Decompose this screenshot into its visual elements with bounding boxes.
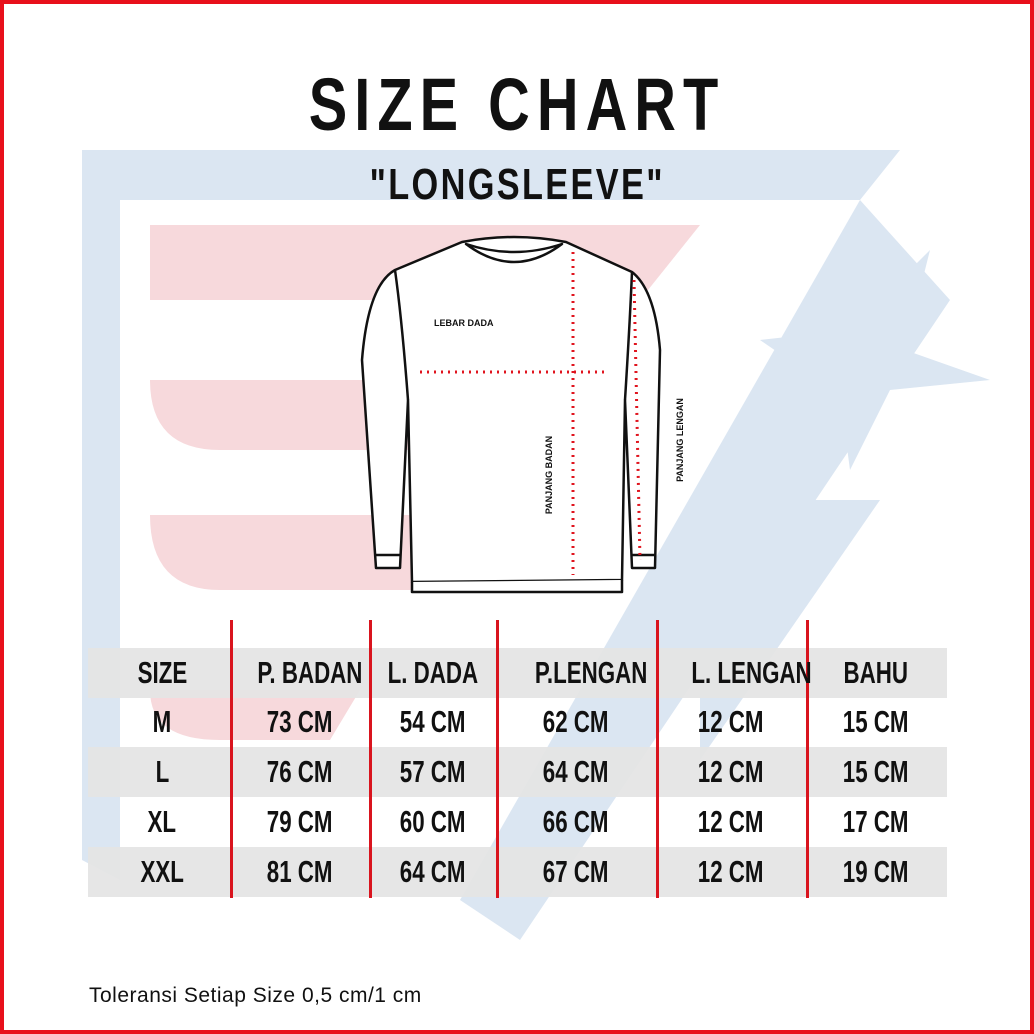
cell-text: 19 CM [843, 854, 909, 889]
column-header: SIZE [99, 654, 225, 692]
table-cell: 19 CM [813, 853, 939, 891]
cell-text: L [155, 754, 169, 789]
table-cell: 12 CM [668, 803, 794, 841]
column-divider [656, 620, 659, 898]
cell-text: 15 CM [843, 754, 909, 789]
cell-text: P.LENGAN [534, 655, 648, 690]
column-header: BAHU [813, 654, 939, 692]
column-header: P.LENGAN [513, 654, 647, 692]
cell-text: M [152, 704, 172, 739]
table-cell: 66 CM [513, 803, 639, 841]
column-header: P. BADAN [237, 654, 363, 692]
cell-text: XXL [140, 854, 184, 889]
column-divider [496, 620, 499, 898]
table-cell: 81 CM [237, 853, 363, 891]
table-cell: 79 CM [237, 803, 363, 841]
cell-text: 73 CM [267, 704, 333, 739]
table-cell: M [99, 703, 225, 741]
column-divider [806, 620, 809, 898]
table-cell: 17 CM [813, 803, 939, 841]
chest-label: LEBAR DADA [434, 318, 494, 328]
table-cell: 12 CM [668, 853, 794, 891]
table-cell: 60 CM [370, 803, 496, 841]
table-cell: 62 CM [513, 703, 639, 741]
cell-text: 12 CM [698, 804, 764, 839]
table-cell: 12 CM [668, 703, 794, 741]
cell-text: 66 CM [543, 804, 609, 839]
page-subtitle: "LONGSLEEVE" [369, 160, 665, 209]
tolerance-note: Toleransi Setiap Size 0,5 cm/1 cm [89, 984, 422, 1007]
cell-text: 62 CM [543, 704, 609, 739]
table-cell: 15 CM [813, 753, 939, 791]
cell-text: 60 CM [400, 804, 466, 839]
table-cell: 57 CM [370, 753, 496, 791]
table-cell: 64 CM [370, 853, 496, 891]
cell-text: 12 CM [698, 704, 764, 739]
table-cell: XXL [99, 853, 225, 891]
cell-text: SIZE [137, 655, 187, 690]
table-cell: XL [99, 803, 225, 841]
table-cell: 12 CM [668, 753, 794, 791]
cell-text: 67 CM [543, 854, 609, 889]
cell-text: BAHU [843, 655, 909, 690]
table-cell: 54 CM [370, 703, 496, 741]
cell-text: 54 CM [400, 704, 466, 739]
table-cell: 73 CM [237, 703, 363, 741]
cell-text: 17 CM [843, 804, 909, 839]
table-cell: 76 CM [237, 753, 363, 791]
body-length-label: PANJANG BADAN [544, 435, 555, 515]
cell-text: L. DADA [387, 655, 479, 690]
column-divider [369, 620, 372, 898]
longsleeve-shirt-diagram [360, 235, 662, 594]
cell-text: L. LENGAN [691, 655, 812, 690]
table-cell: L [99, 753, 225, 791]
cell-text: 12 CM [698, 754, 764, 789]
cell-text: 76 CM [267, 754, 333, 789]
table-cell: 64 CM [513, 753, 639, 791]
cell-text: 64 CM [543, 754, 609, 789]
cell-text: 81 CM [267, 854, 333, 889]
column-header: L. DADA [370, 654, 496, 692]
sleeve-length-label: PANJANG LENGAN [674, 398, 685, 482]
cell-text: 57 CM [400, 754, 466, 789]
cell-text: XL [147, 804, 177, 839]
cell-text: 12 CM [698, 854, 764, 889]
column-header: L. LENGAN [668, 654, 811, 692]
cell-text: 15 CM [843, 704, 909, 739]
cell-text: 79 CM [267, 804, 333, 839]
column-divider [230, 620, 233, 898]
table-cell: 15 CM [813, 703, 939, 741]
page-title: SIZE CHART [308, 63, 726, 146]
table-cell: 67 CM [513, 853, 639, 891]
cell-text: 64 CM [400, 854, 466, 889]
cell-text: P. BADAN [257, 655, 363, 690]
